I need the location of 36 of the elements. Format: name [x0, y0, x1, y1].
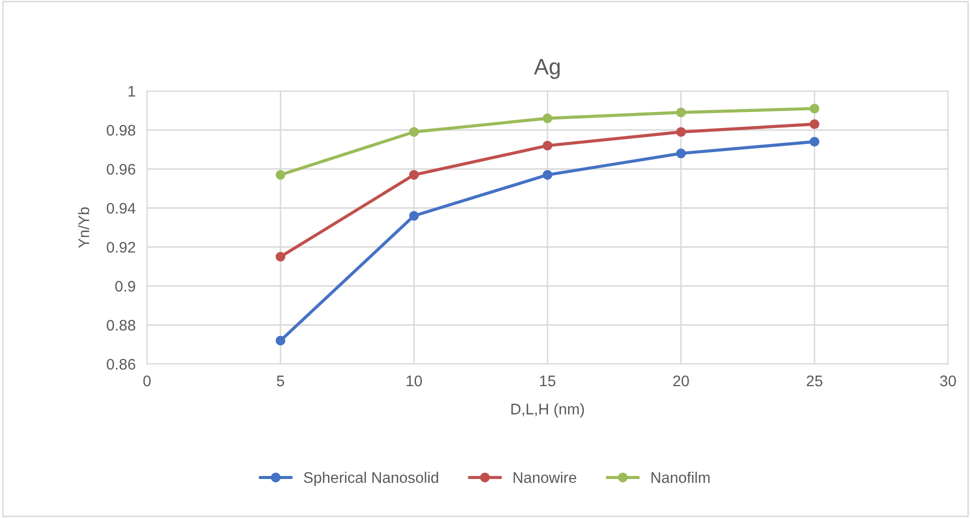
point: [409, 210, 419, 221]
y-tick-label: 0.98: [106, 124, 136, 136]
x-tick-label: 25: [806, 376, 822, 386]
legend-label: Spherical Nanosolid: [304, 472, 438, 486]
point: [542, 113, 552, 124]
point: [542, 170, 552, 180]
chart-title: Ag: [534, 59, 560, 79]
point: [409, 127, 419, 137]
y-tick-label: 0.92: [106, 242, 136, 253]
point: [810, 119, 820, 130]
y-axis-title: Yn/Yb: [78, 207, 90, 248]
point: [276, 170, 286, 180]
y-tick-label: 0.94: [106, 202, 136, 214]
point: [810, 104, 820, 114]
x-tick-label: 10: [406, 376, 422, 386]
point: [542, 140, 552, 150]
y-tick-label: 0.86: [106, 358, 136, 370]
point: [676, 127, 686, 137]
x-tick-label: 20: [673, 376, 689, 386]
x-tick-label: 30: [940, 376, 956, 386]
y-tick-label: 0.96: [106, 164, 136, 175]
point: [276, 252, 286, 262]
x-tick-label: 15: [540, 376, 556, 386]
legend-label: Nanofilm: [652, 472, 710, 483]
point: [409, 170, 419, 180]
y-tick-label: 1: [128, 86, 136, 97]
y-tick-label: 0.9: [115, 280, 136, 292]
y-tick-label: 0.88: [106, 320, 136, 331]
x-tick-label: 5: [276, 376, 284, 386]
point: [276, 336, 286, 346]
x-tick-label: 0: [143, 376, 151, 386]
x-axis-title: D,L,H (nm): [511, 403, 584, 418]
point: [676, 108, 686, 118]
point: [676, 148, 686, 158]
point: [810, 136, 820, 147]
legend-label: Nanowire: [514, 472, 576, 483]
